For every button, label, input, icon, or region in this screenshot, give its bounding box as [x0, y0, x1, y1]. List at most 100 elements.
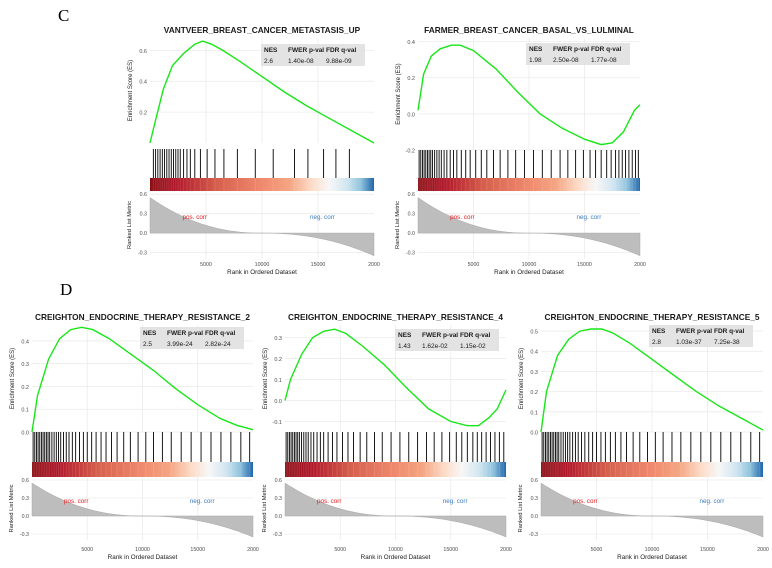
x-tick-label: 10000 [522, 262, 537, 268]
x-tick-label: 10000 [255, 262, 270, 268]
plot-title: CREIGHTON_ENDOCRINE_THERAPY_RESISTANCE_2 [35, 312, 250, 322]
metric-tick-label: 0.6 [531, 478, 538, 484]
x-tick-label: 2000 [368, 262, 380, 268]
x-tick-label: 15000 [311, 262, 326, 268]
stats-value: 1.98 [529, 57, 542, 64]
gsea-plot-5: CREIGHTON_ENDOCRINE_THERAPY_RESISTANCE_5… [518, 312, 769, 561]
ranked-color-bar [150, 178, 374, 191]
es-tick-label: 0.4 [139, 80, 147, 86]
neg-corr-label: neg. corr [190, 498, 215, 505]
x-tick-label: 2000 [634, 262, 646, 268]
es-tick-label: 0.2 [407, 76, 415, 82]
panel-label-d: D [60, 280, 73, 299]
x-tick-label: 10000 [135, 547, 150, 553]
metric-tick-label: -0.3 [20, 532, 29, 538]
metric-tick-label: 0.6 [408, 192, 415, 198]
es-tick-label: 0.4 [21, 339, 29, 345]
x-tick-label: 15000 [700, 547, 715, 553]
metric-axis-label: Ranked List Metric [127, 201, 133, 249]
metric-tick-label: 0.0 [531, 514, 538, 520]
gsea-plot-2: FARMER_BREAST_CANCER_BASAL_VS_LULMINAL 0.… [395, 25, 646, 276]
stats-header: FWER p-val [553, 46, 589, 53]
es-tick-label: 0.1 [530, 410, 538, 416]
metric-tick-label: 0.0 [275, 514, 282, 520]
es-tick-label: 0.2 [139, 111, 147, 117]
stats-header: NES [264, 47, 278, 54]
x-tick-label: 15000 [190, 547, 205, 553]
es-tick-label: 0.0 [530, 431, 538, 437]
stats-value: 9.88e-09 [326, 58, 352, 65]
stats-value: 2.6 [264, 58, 273, 65]
metric-tick-label: 0.3 [531, 496, 538, 502]
x-tick-label: 2000 [247, 547, 259, 553]
x-tick-label: 15000 [443, 547, 458, 553]
es-curve [417, 44, 641, 146]
stats-header: NES [398, 332, 412, 339]
stats-value: 1.15e-02 [460, 343, 486, 350]
gene-hits [285, 432, 505, 462]
x-tick-label: 5000 [334, 547, 346, 553]
neg-corr-label: neg. corr [310, 214, 335, 221]
ranked-metric-area [540, 482, 764, 538]
stats-header: FWER p-val [422, 332, 458, 339]
stats-value: 7.25e-38 [714, 339, 740, 346]
stats-header: NES [529, 46, 543, 53]
stats-table-bg [261, 44, 365, 66]
x-axis-label: Rank in Ordered Dataset [617, 554, 687, 561]
pos-corr-label: pos. corr [183, 214, 208, 221]
gene-hits [152, 149, 350, 178]
stats-header: FDR q-val [205, 330, 236, 337]
es-curve [31, 326, 254, 433]
x-tick-label: 10000 [388, 547, 403, 553]
es-tick-label: 0.4 [407, 40, 415, 46]
es-tick-label: 0.2 [274, 357, 282, 363]
metric-tick-label: 0.3 [22, 496, 29, 502]
stats-value: 1.62e-02 [422, 343, 448, 350]
x-tick-label: 15000 [577, 262, 592, 268]
stats-header: FDR q-val [714, 328, 745, 335]
metric-tick-label: -0.3 [138, 251, 147, 257]
metric-tick-label: 0.0 [22, 514, 29, 520]
ranked-color-bar [541, 462, 763, 477]
metric-tick-label: 0.3 [140, 212, 147, 218]
stats-value: 2.8 [652, 339, 661, 346]
metric-tick-label: 0.0 [140, 231, 147, 237]
es-tick-label: 0.2 [21, 385, 29, 391]
es-axis-label: Enrichment Score (ES) [396, 63, 402, 124]
stats-header: NES [143, 330, 157, 337]
stats-value: 1.77e-08 [591, 57, 617, 64]
ranked-metric-area [31, 482, 254, 538]
stats-header: FDR q-val [591, 46, 622, 53]
gsea-plot-4: CREIGHTON_ENDOCRINE_THERAPY_RESISTANCE_4… [262, 312, 512, 561]
es-tick-label: 0.1 [274, 378, 282, 384]
es-tick-label: -0.2 [406, 149, 415, 155]
gene-hits [32, 432, 251, 462]
gsea-plot-3: CREIGHTON_ENDOCRINE_THERAPY_RESISTANCE_2… [9, 312, 259, 561]
metric-tick-label: -0.3 [273, 532, 282, 538]
x-axis-label: Rank in Ordered Dataset [227, 269, 297, 276]
metric-tick-label: 0.3 [408, 212, 415, 218]
ranked-color-bar [32, 462, 253, 477]
x-tick-label: 5000 [468, 262, 480, 268]
ranked-metric-area [149, 197, 375, 257]
es-tick-label: 0.3 [274, 336, 282, 342]
es-tick-label: 0.0 [21, 431, 29, 437]
x-tick-label: 2000 [500, 547, 512, 553]
stats-value: 2.82e-24 [205, 341, 231, 348]
x-tick-label: 2000 [757, 547, 769, 553]
panel-label-c: C [58, 6, 70, 25]
metric-tick-label: 0.3 [275, 496, 282, 502]
stats-table-bg [395, 329, 499, 351]
es-axis-label: Enrichment Score (ES) [128, 60, 134, 121]
es-tick-label: 0.0 [274, 399, 282, 405]
ranked-metric-area [284, 482, 507, 538]
stats-header: FDR q-val [460, 332, 491, 339]
es-tick-label: -0.1 [273, 420, 282, 426]
es-tick-label: 0.3 [21, 362, 29, 368]
ranked-color-bar [418, 178, 640, 191]
pos-corr-label: pos. corr [450, 214, 475, 221]
x-tick-label: 5000 [200, 262, 212, 268]
es-tick-label: 0.4 [530, 350, 538, 356]
metric-axis-label: Ranked List Metric [518, 484, 524, 532]
